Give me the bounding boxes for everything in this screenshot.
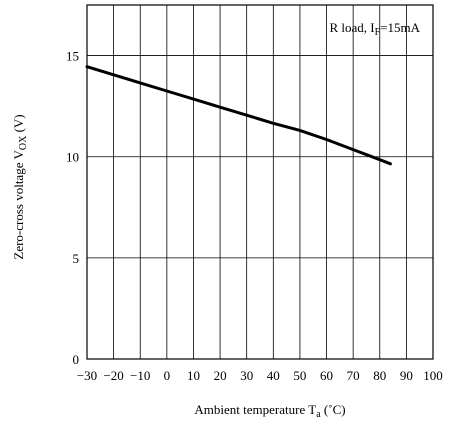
y-axis-title-suffix: (V) xyxy=(11,114,26,135)
y-tick-label: 5 xyxy=(73,251,80,266)
annotation-text: R load, IF=15mA xyxy=(329,20,420,38)
x-tick-labels: −30 −20 −10 0 10 20 30 40 50 60 70 80 90 100 xyxy=(77,368,443,383)
annotation-suffix: =15mA xyxy=(380,20,420,35)
x-axis-title-suffix: (˚C) xyxy=(321,402,346,417)
x-tick-label: 20 xyxy=(214,368,227,383)
x-tick-label: −20 xyxy=(103,368,123,383)
y-axis-title: Zero-cross voltage VOX (V) xyxy=(11,114,29,259)
x-tick-label: 70 xyxy=(347,368,360,383)
annotation-main: R load, I xyxy=(329,20,374,35)
y-tick-label: 15 xyxy=(66,49,79,64)
y-axis-title-main: Zero-cross voltage V xyxy=(11,150,26,260)
plot-frame xyxy=(86,4,434,360)
x-tick-label: 50 xyxy=(293,368,306,383)
x-tick-label: −10 xyxy=(130,368,150,383)
x-tick-label: 0 xyxy=(164,368,171,383)
x-tick-label: 40 xyxy=(267,368,280,383)
x-tick-label: 60 xyxy=(320,368,333,383)
y-tick-label: 0 xyxy=(73,352,80,367)
x-gridlines xyxy=(86,5,434,359)
x-axis-title-sub: a xyxy=(316,409,321,420)
series-line xyxy=(85,65,392,166)
x-tick-label: 10 xyxy=(187,368,200,383)
x-tick-label: 100 xyxy=(423,368,443,383)
x-axis-title: Ambient temperature Ta (˚C) xyxy=(194,402,345,420)
y-gridlines xyxy=(87,55,433,360)
x-tick-label: −30 xyxy=(77,368,97,383)
x-tick-label: 80 xyxy=(373,368,386,383)
x-tick-label: 90 xyxy=(400,368,413,383)
x-tick-label: 30 xyxy=(240,368,253,383)
x-axis-title-main: Ambient temperature T xyxy=(194,402,316,417)
y-tick-label: 10 xyxy=(66,150,79,165)
y-axis-title-sub: OX xyxy=(18,135,29,150)
annotation-sub: F xyxy=(375,27,381,38)
y-tick-labels: 0 5 10 15 xyxy=(66,49,79,367)
